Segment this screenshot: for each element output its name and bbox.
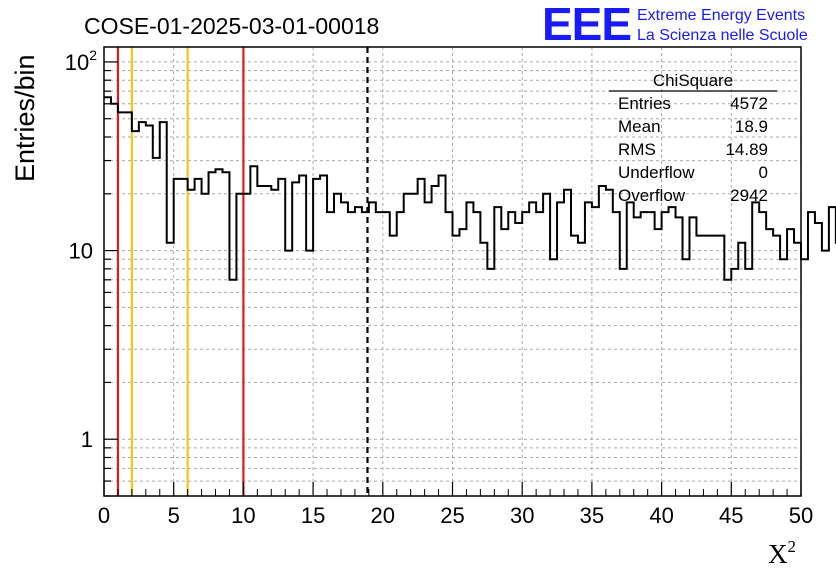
y-tick-label: 102: [65, 47, 97, 75]
eee-logo: EEE Extreme Energy Events La Scienza nel…: [542, 0, 808, 50]
stats-row-label: Mean: [618, 117, 661, 136]
x-tick-label: 25: [440, 503, 464, 528]
stats-row-value: 2942: [730, 186, 768, 205]
stats-row-value: 14.89: [725, 140, 768, 159]
x-tick-label: 40: [649, 503, 673, 528]
y-tick-label-exponent: 2: [89, 47, 97, 63]
stats-row-value: 18.9: [735, 117, 768, 136]
stats-row-label: Underflow: [618, 163, 695, 182]
x-tick-label: 20: [371, 503, 395, 528]
x-tick-label: 30: [510, 503, 534, 528]
histogram-series: [104, 96, 836, 281]
grid-layer: [104, 47, 801, 497]
x-tick-label: 15: [301, 503, 325, 528]
eee-logo-line1: Extreme Energy Events: [637, 7, 805, 24]
stats-title: ChiSquare: [653, 71, 733, 90]
stats-row-label: RMS: [618, 140, 656, 159]
x-tick-label: 45: [719, 503, 743, 528]
x-tick-label: 35: [580, 503, 604, 528]
x-tick-labels: 0 5 10 15 20 25 30 35 40 45 50: [98, 503, 813, 528]
stats-row-value: 4572: [730, 94, 768, 113]
eee-logo-mark: EEE: [542, 0, 631, 50]
stats-row-value: 0: [759, 163, 768, 182]
stats-row-label: Overflow: [618, 186, 686, 205]
x-tick-label: 0: [98, 503, 110, 528]
chart-title: COSE-01-2025-03-01-00018: [84, 13, 379, 39]
stats-row-label: Entries: [618, 94, 671, 113]
y-tick-label-base: 10: [65, 50, 89, 75]
marker-lines: [116, 47, 369, 496]
stats-rows: Entries 4572 Mean 18.9 RMS 14.89 Underflow 0 Ove…: [618, 94, 768, 205]
eee-logo-line2: La Scienza nelle Scuole: [637, 27, 808, 44]
stats-box: ChiSquare Entries 4572 Mean 18.9 RMS 14.89 Und…: [609, 71, 777, 205]
y-tick-label: 10: [69, 239, 93, 264]
axis-ticks: [103, 61, 802, 497]
y-tick-label: 1: [81, 427, 93, 452]
y-axis-label: Entries/bin: [10, 54, 40, 182]
x-tick-label: 50: [789, 503, 813, 528]
x-axis-label-superscript: 2: [788, 537, 797, 556]
x-tick-label: 10: [231, 503, 255, 528]
x-axis-label: X2: [768, 537, 796, 569]
x-tick-label: 5: [168, 503, 180, 528]
x-axis-label-main: X: [768, 539, 788, 569]
